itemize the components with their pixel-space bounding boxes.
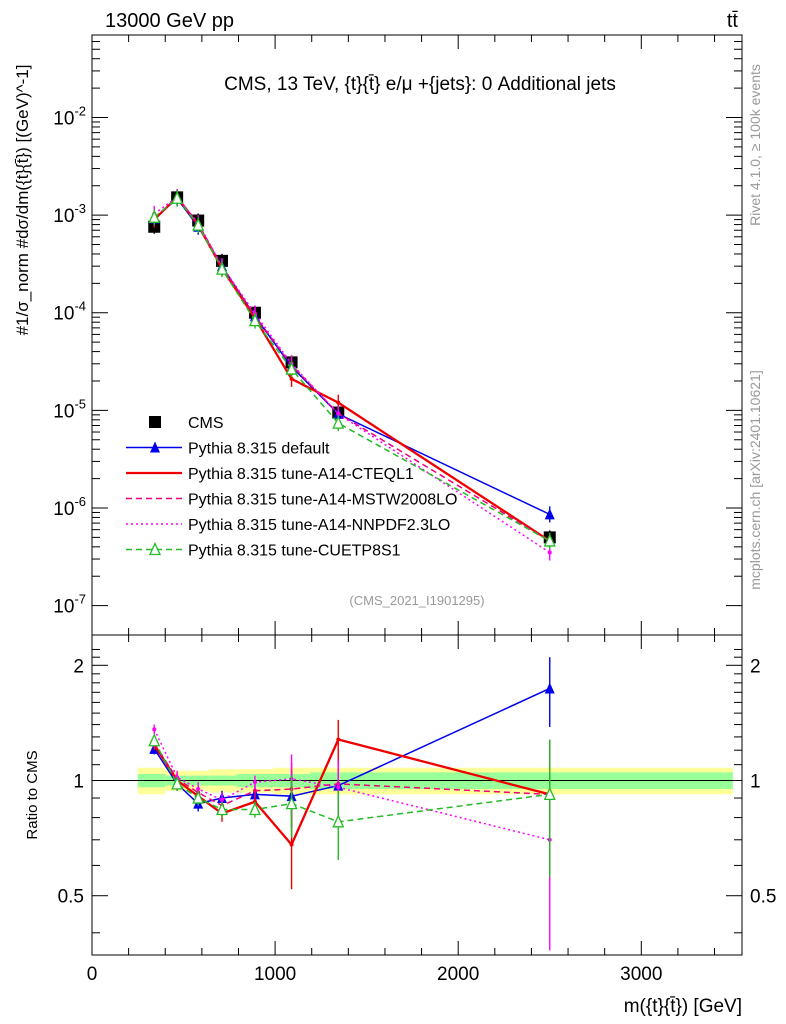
x-tick-label: 3000 bbox=[620, 964, 662, 985]
ratio-point bbox=[196, 787, 201, 792]
analysis-watermark: (CMS_2021_I1901295) bbox=[349, 593, 484, 608]
ratio-axis-ticks: 0.5 0.5 1 1 2 2 0 1000 2000 3000 bbox=[58, 635, 776, 985]
legend-item: Pythia 8.315 tune-CUETP8S1 bbox=[126, 541, 401, 560]
ratio-point bbox=[192, 790, 205, 804]
data-point bbox=[547, 550, 552, 555]
main-y-axis-label: #1/σ_norm #dσ/dm({t}{t̄}) [(GeV)^-1] bbox=[13, 65, 32, 336]
data-point bbox=[289, 376, 294, 381]
legend-label: Pythia 8.315 tune-CUETP8S1 bbox=[188, 543, 401, 560]
x-tick-label: 0 bbox=[87, 964, 98, 985]
legend-item: Pythia 8.315 tune-A14-CTEQL1 bbox=[126, 466, 414, 483]
ratio-series-4 bbox=[148, 733, 556, 877]
rivet-version-label: Rivet 4.1.0, ≥ 100k events bbox=[747, 64, 763, 226]
ratio-y-axis-label: Ratio to CMS bbox=[24, 750, 41, 839]
ratio-series bbox=[148, 657, 556, 951]
data-point bbox=[543, 533, 556, 547]
ratio-point bbox=[248, 801, 261, 816]
ratio-point bbox=[289, 842, 294, 847]
data-point bbox=[171, 190, 184, 204]
ratio-y-tick-label-right: 2 bbox=[750, 656, 761, 677]
data-point bbox=[332, 415, 345, 429]
data-point bbox=[215, 261, 229, 275]
legend-item: CMS bbox=[149, 415, 224, 432]
x-tick-label: 2000 bbox=[437, 964, 479, 985]
ratio-y-tick-label: 2 bbox=[73, 656, 84, 677]
ratio-point bbox=[252, 780, 257, 785]
data-point bbox=[248, 313, 261, 327]
legend-label: CMS bbox=[188, 415, 224, 432]
plot-title: CMS, 13 TeV, {t}{t̄} e/μ +{jets}: 0 Addi… bbox=[224, 74, 616, 95]
x-tick-label: 1000 bbox=[254, 964, 296, 985]
mcplots-source-label: mcplots.cern.ch [arXiv:2401.10621] bbox=[747, 370, 763, 589]
series-5 bbox=[148, 190, 556, 549]
legend: CMS Pythia 8.315 default Pythia 8.315 tune… bbox=[126, 415, 457, 560]
ratio-y-tick-label: 0.5 bbox=[58, 887, 84, 908]
beam-label: 13000 GeV pp bbox=[105, 10, 234, 32]
legend-marker bbox=[148, 541, 162, 556]
main-plot: 10-7 10-6 10-5 10-4 10-3 10-2 CMS, 13 TeV, {t… bbox=[13, 34, 743, 636]
legend-marker bbox=[149, 416, 161, 428]
ratio-point bbox=[148, 733, 161, 747]
ratio-point bbox=[336, 737, 341, 742]
ratio-point bbox=[171, 776, 184, 790]
data-point bbox=[336, 400, 341, 405]
data-point bbox=[285, 361, 298, 375]
ratio-point bbox=[220, 797, 224, 802]
ratio-point bbox=[285, 796, 298, 810]
ratio-point bbox=[336, 785, 341, 790]
ratio-y-tick-label-right: 0.5 bbox=[750, 887, 776, 908]
legend-marker bbox=[150, 441, 160, 453]
ratio-point bbox=[332, 814, 345, 828]
legend-label: Pythia 8.315 tune-A14-NNPDF2.3LO bbox=[188, 517, 450, 534]
legend-item: Pythia 8.315 default bbox=[126, 441, 330, 458]
ratio-line bbox=[153, 743, 550, 807]
legend-label: Pythia 8.315 tune-A14-MSTW2008LO bbox=[188, 492, 457, 509]
data-point bbox=[336, 411, 341, 416]
series-line bbox=[153, 196, 551, 542]
x-axis-label: m({t}{t̄}) [GeV] bbox=[624, 996, 742, 1017]
ratio-series-3 bbox=[152, 724, 552, 951]
y-tick-label: 10-6 bbox=[53, 494, 86, 520]
series-line bbox=[153, 195, 551, 542]
ratio-point bbox=[543, 786, 556, 801]
main-axis-ticks: 10-7 10-6 10-5 10-4 10-3 10-2 bbox=[53, 34, 742, 635]
ratio-point bbox=[152, 727, 157, 732]
legend-label: Pythia 8.315 tune-A14-CTEQL1 bbox=[188, 466, 414, 483]
y-tick-label: 10-3 bbox=[53, 201, 86, 227]
ratio-line bbox=[153, 738, 551, 847]
legend-item: Pythia 8.315 tune-A14-MSTW2008LO bbox=[126, 492, 457, 509]
ratio-series-1 bbox=[152, 719, 552, 890]
y-tick-label: 10-4 bbox=[53, 299, 86, 325]
ratio-y-tick-label-right: 1 bbox=[750, 772, 761, 793]
y-tick-label: 10-7 bbox=[53, 592, 86, 618]
data-point bbox=[148, 209, 161, 223]
ratio-point bbox=[215, 801, 229, 816]
main-series bbox=[148, 189, 556, 561]
y-tick-label: 10-2 bbox=[53, 104, 86, 130]
legend-item: Pythia 8.315 tune-A14-NNPDF2.3LO bbox=[126, 517, 450, 534]
data-point bbox=[544, 508, 555, 520]
legend-label: Pythia 8.315 default bbox=[188, 441, 330, 458]
ratio-point bbox=[252, 788, 257, 793]
ratio-y-tick-label: 1 bbox=[73, 772, 84, 793]
data-point bbox=[192, 217, 205, 231]
ratio-plot: 0.5 0.5 1 1 2 2 0 1000 2000 3000 Ratio to CMS m({… bbox=[24, 634, 776, 1017]
ratio-point bbox=[544, 682, 555, 694]
process-label: tt̄ bbox=[727, 10, 739, 32]
y-tick-label: 10-5 bbox=[53, 396, 86, 422]
series-line bbox=[153, 197, 551, 542]
